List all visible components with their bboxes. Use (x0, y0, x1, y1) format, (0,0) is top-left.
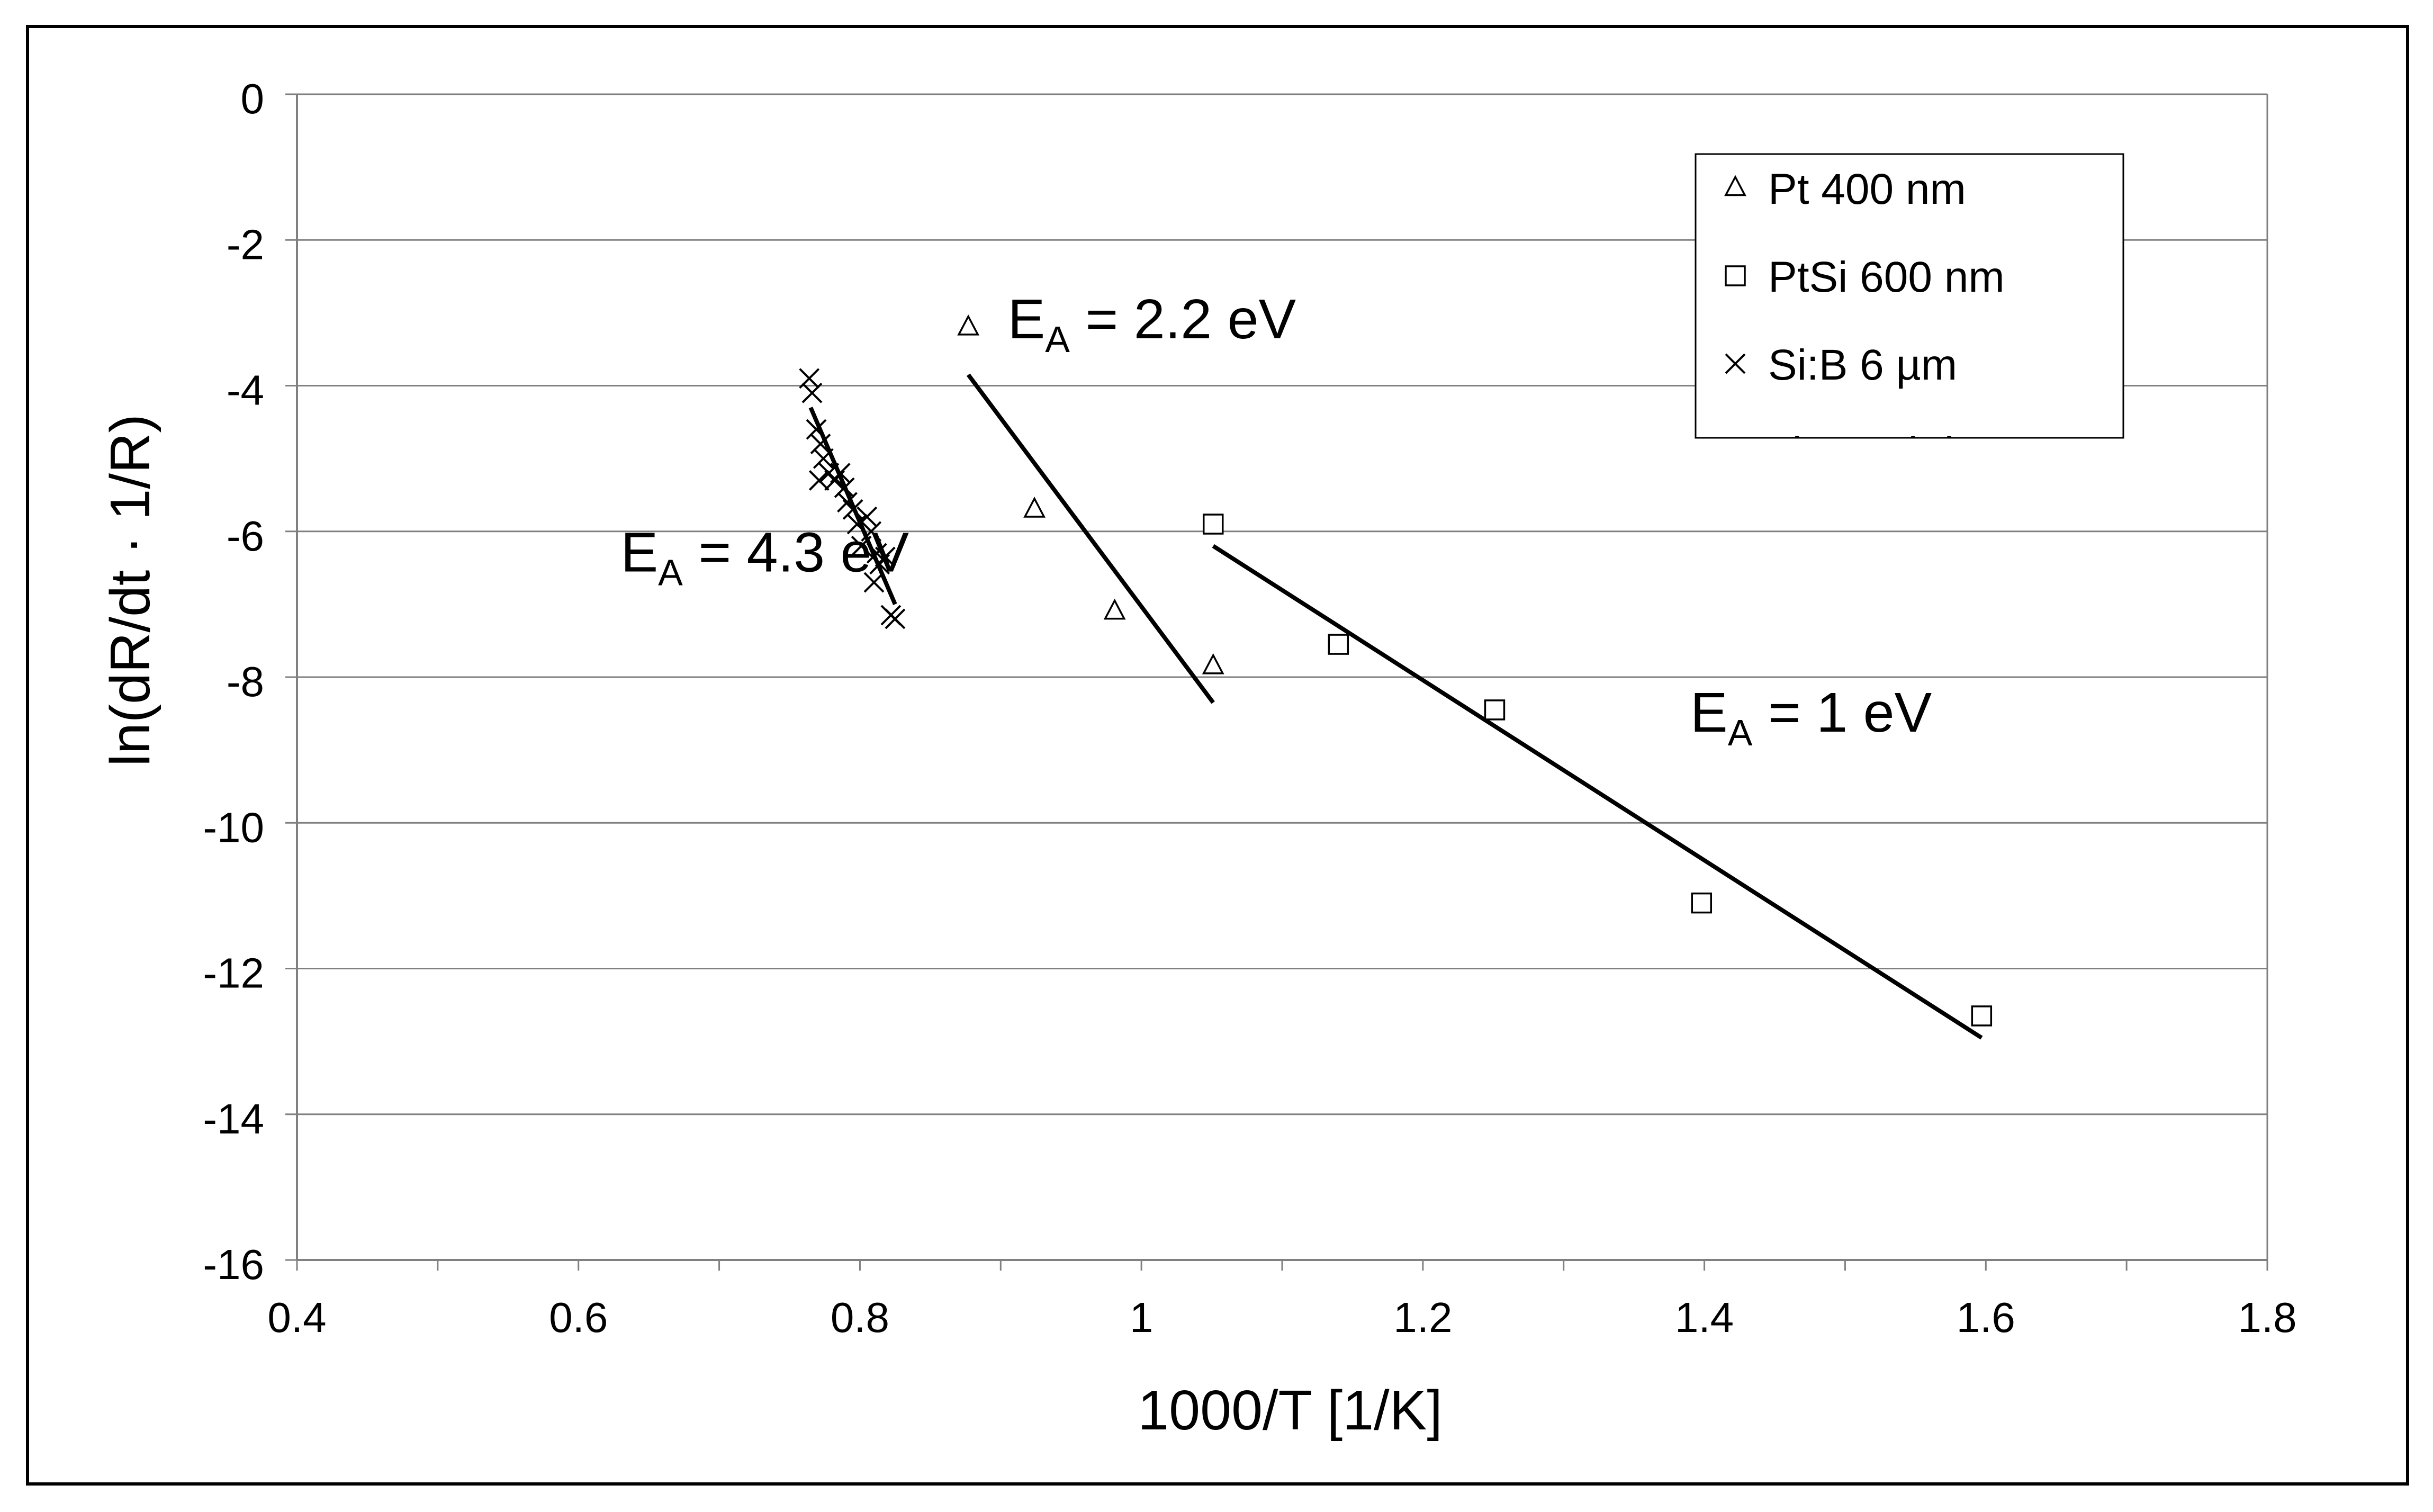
legend-label: Si:B 6 µm (1768, 341, 1957, 389)
legend-label: PtSi 600 nm (1768, 253, 2005, 301)
triangle-data-point (1202, 653, 1224, 674)
legend-label: Pt 400 nm (1768, 165, 1966, 213)
cross-data-point (830, 463, 851, 484)
cross-data-point (801, 382, 823, 403)
square-data-point (1971, 1005, 1993, 1027)
x-tick-label: 1.6 (1957, 1294, 2015, 1341)
x-tick-label: 1 (1130, 1294, 1154, 1341)
cross-data-point (861, 521, 882, 542)
triangle-data-point (1103, 598, 1126, 620)
annotation-sib: EA = 4.3 eV (620, 521, 909, 593)
cross-data-point (846, 514, 868, 535)
x-axis-label: 1000/T [1/K] (1138, 1379, 1443, 1442)
y-tick-label: -12 (203, 950, 264, 997)
triangle-data-point (1023, 497, 1046, 518)
legend-marker-triangle (1724, 175, 1746, 196)
legend-label: Linear (Si:B 6 (1768, 429, 2031, 477)
y-tick-label: -14 (203, 1095, 264, 1142)
fit-pt-line (966, 373, 1215, 704)
y-tick-label: -8 (227, 658, 264, 705)
legend-marker-square (1725, 265, 1746, 286)
square-data-point (1328, 634, 1349, 655)
square-data-point (1691, 892, 1713, 914)
square-data-point (1202, 514, 1224, 535)
x-tick-label: 1.2 (1393, 1294, 1452, 1341)
x-tick-label: 0.6 (549, 1294, 608, 1341)
x-tick-label: 1.4 (1675, 1294, 1734, 1341)
annotation-pt: EA = 2.2 eV (1008, 288, 1296, 360)
y-tick-label: -10 (203, 804, 264, 851)
x-tick-label: 1.8 (2238, 1294, 2296, 1341)
cross-data-point (885, 608, 906, 629)
square-data-point (1484, 699, 1506, 721)
data-markers (799, 314, 1993, 1027)
annotations: EA = 4.3 eV EA = 2.2 eV EA = 1 eV (620, 288, 1932, 753)
legend-entries: Pt 400 nm PtSi 600 nm Si:B 6 µm Linear (Si:… (1724, 165, 2031, 477)
y-tick-label: -6 (227, 512, 264, 560)
cross-data-point (863, 572, 885, 593)
legend-marker-cross (1725, 353, 1746, 374)
y-tick-label: -4 (227, 367, 264, 414)
fit-ptsi-line (1212, 544, 1983, 1040)
triangle-data-point (957, 314, 980, 336)
cross-data-point (857, 506, 878, 527)
x-tick-label: 0.4 (267, 1294, 326, 1341)
y-tick-label: -2 (227, 221, 264, 268)
axes-layer: 0 -2 -4 -6 -8 -10 -12 -14 -160.4 0.6 0.8 1 1.2 1.4 1.6… (203, 75, 2296, 1341)
cross-data-point (806, 419, 827, 440)
annotation-ptsi: EA = 1 eV (1690, 681, 1932, 753)
y-tick-label: 0 (241, 75, 265, 122)
legend: Pt 400 nm PtSi 600 nm Si:B 6 µm Linear (Si:… (1695, 153, 2124, 477)
x-tick-label: 0.8 (831, 1294, 889, 1341)
cross-data-point (842, 499, 863, 520)
y-tick-label: -16 (203, 1241, 264, 1288)
y-axis-label: ln(dR/dt · 1/R) (99, 414, 161, 767)
legend-box (1695, 153, 2124, 439)
cross-data-point (875, 546, 896, 568)
cross-data-point (851, 535, 872, 556)
cross-data-point (813, 448, 834, 469)
cross-data-point (808, 470, 830, 491)
